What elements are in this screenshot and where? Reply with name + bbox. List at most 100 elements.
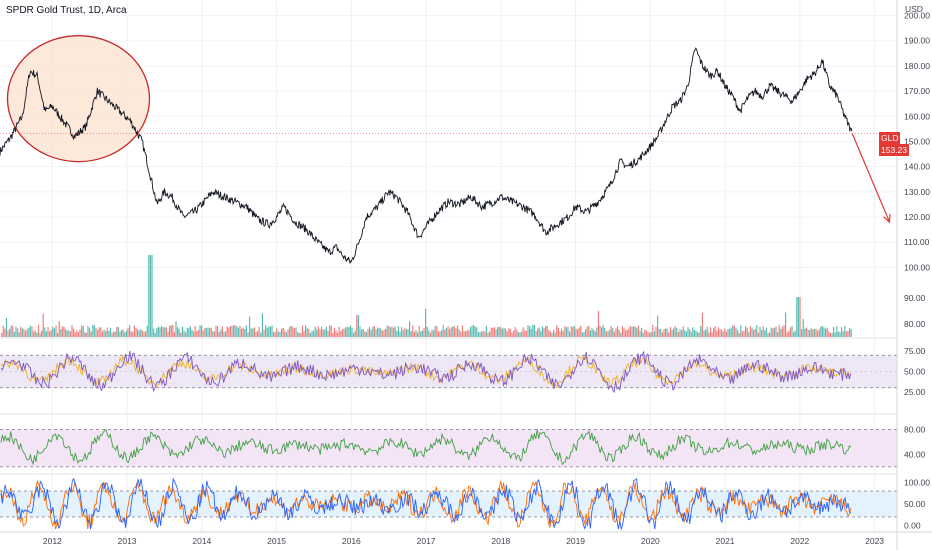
price-tick-label: 160.00 [904,111,930,121]
volume-bar [362,329,364,337]
volume-bar [812,329,814,337]
volume-bar [109,327,111,337]
volume-bar [61,326,63,337]
volume-bar [396,330,398,337]
volume-bar [191,329,193,337]
x-tick-label: 2015 [267,536,286,546]
volume-bar [217,326,219,337]
x-tick-label: 2019 [566,536,585,546]
volume-bar [305,325,307,337]
volume-bar [809,330,811,337]
volume-bar [215,325,217,337]
volume-bar [169,325,171,337]
forecast-arrow-head [883,214,891,224]
last-price-tag: GLD 153.23 [879,132,932,156]
volume-bar [367,328,369,337]
volume-bar [717,327,719,337]
volume-bar [833,326,835,337]
volume-bar [87,326,89,337]
rsi-tick-label: 25.00 [904,387,926,397]
volume-bar [125,330,127,337]
volume-bar [277,331,279,337]
volume-bar [756,325,758,337]
volume-bar [652,325,654,337]
volume-bar [689,329,691,337]
volume-bar [389,327,391,337]
volume-bar [218,332,220,337]
volume-bar [162,327,164,337]
volume-bar [73,328,75,337]
volume-bar [764,330,766,337]
volume-bar [1,332,3,337]
volume-bar [573,325,575,337]
volume-bar [457,325,459,337]
volume-bar [770,327,772,337]
price-tick-label: 130.00 [904,187,930,197]
volume-bar [221,326,223,337]
volume-bar [204,328,206,337]
volume-bar [212,331,214,337]
x-tick-label: 2021 [716,536,735,546]
volume-bar [327,330,329,337]
volume-bar [546,326,548,337]
volume-bar [322,329,324,337]
volume-bar [804,328,806,337]
volume-bar [7,330,9,337]
volume-bar [676,327,678,337]
volume-bar [55,325,57,337]
volume-bar [697,332,699,337]
volume-bar [97,330,99,337]
volume-bar [173,332,175,337]
volume-bar [335,330,337,337]
volume-bar [316,329,318,337]
volume-bar [588,325,590,337]
volume-bar [754,328,756,337]
volume-bar [674,326,676,337]
volume-bar [799,297,801,337]
price-tick-label: 190.00 [904,36,930,46]
volume-bar [578,327,580,337]
volume-bar [77,332,79,337]
volume-bar [777,332,779,337]
volume-bar [570,326,572,337]
volume-bar [412,325,414,337]
volume-bar [802,318,804,337]
volume-bar [193,331,195,337]
volume-bar [124,332,126,337]
volume-bar [295,327,297,337]
price-tick-label: 200.00 [904,11,930,21]
volume-bar [589,330,591,337]
volume-bar [82,325,84,337]
volume-bar [708,332,710,337]
volume-bar [644,329,646,337]
volume-bar [441,330,443,337]
price-tick-label: 150.00 [904,136,930,146]
volume-bar [223,331,225,337]
volume-bar [437,331,439,337]
volume-bar [353,332,355,337]
volume-bar [733,325,735,337]
volume-bar [135,327,137,337]
volume-bar [293,328,295,337]
volume-bar [226,326,228,337]
volume-bar [845,331,847,337]
volume-bar [719,329,721,337]
volume-bar [423,327,425,337]
volume-bar [370,330,372,337]
volume-bar [452,326,454,337]
volume-bar [209,327,211,337]
volume-bar [716,330,718,337]
volume-bar [349,325,351,337]
volume-bar [239,325,241,337]
volume-bar [431,329,433,337]
volume-bar [132,331,134,337]
volume-bar [114,331,116,337]
volume-bar [47,327,49,337]
volume-bar [503,327,505,337]
volume-bar [545,325,547,337]
volume-bar [383,330,385,337]
rsi-line [0,350,852,394]
x-tick-label: 2022 [790,536,809,546]
volume-bar [397,326,399,337]
